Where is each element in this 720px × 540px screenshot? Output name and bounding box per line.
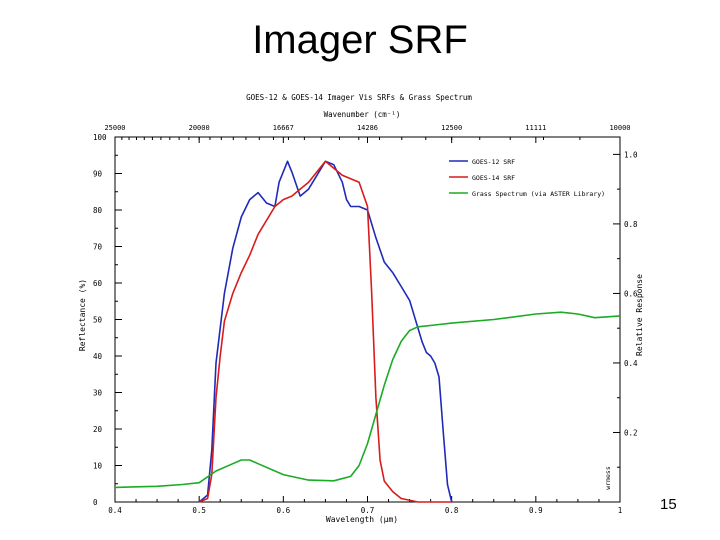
right-tick-label: 1.0 <box>624 150 638 159</box>
legend-label: GOES-12 SRF <box>472 158 515 166</box>
left-tick-label: 60 <box>93 279 103 288</box>
legend-label: GOES-14 SRF <box>472 174 515 182</box>
left-tick-label: 50 <box>93 316 103 325</box>
chart-title: GOES-12 & GOES-14 Imager Vis SRFs & Gras… <box>246 93 472 102</box>
x-tick-label: 0.6 <box>277 506 291 515</box>
x-tick-label: 0.7 <box>361 506 375 515</box>
legend: GOES-12 SRF GOES-14 SRF Grass Spectrum (vi… <box>449 158 605 198</box>
slide-title: Imager SRF <box>252 18 468 62</box>
series-line-grass-spectrum-via-aster-library <box>114 311 621 489</box>
top-tick-label: 20000 <box>189 124 210 132</box>
left-tick-label: 80 <box>93 206 103 215</box>
x-tick-label: 0.9 <box>529 506 543 515</box>
top-axis-label: Wavenumber (cm⁻¹) <box>324 110 401 119</box>
left-tick-label: 90 <box>93 170 103 179</box>
y-axis-label-right: Relative Response <box>635 274 644 356</box>
top-tick-label: 25000 <box>104 124 125 132</box>
right-tick-label: 0.2 <box>624 428 638 437</box>
left-tick-label: 20 <box>93 425 103 434</box>
x-axis-label: Wavelength (μm) <box>326 515 398 524</box>
x-tick-label: 0.4 <box>108 506 122 515</box>
top-tick-label: 14286 <box>357 124 378 132</box>
x-tick-label: 0.5 <box>192 506 206 515</box>
page-number: 15 <box>660 496 677 513</box>
series-lines <box>114 160 621 503</box>
left-tick-label: 70 <box>93 243 103 252</box>
left-tick-label: 30 <box>93 389 103 398</box>
legend-label: Grass Spectrum (via ASTER Library) <box>472 190 605 198</box>
left-tick-label: 10 <box>93 462 103 471</box>
corner-note: wrmess <box>604 466 612 490</box>
right-tick-label: 0.6 <box>624 289 638 298</box>
right-tick-label: 0.8 <box>624 220 638 229</box>
y-axis-label-left: Reflectance (%) <box>78 279 87 351</box>
right-tick-label: 0.4 <box>624 359 638 368</box>
left-tick-label: 40 <box>93 352 103 361</box>
series-line-goes-12-srf <box>198 160 453 503</box>
x-tick-label: 1 <box>618 506 623 515</box>
top-tick-label: 10000 <box>609 124 630 132</box>
top-tick-label: 16667 <box>273 124 294 132</box>
left-tick-label: 100 <box>93 133 107 142</box>
top-tick-label: 11111 <box>525 124 546 132</box>
top-tick-label: 12500 <box>441 124 462 132</box>
left-tick-label: 0 <box>93 498 98 507</box>
x-tick-label: 0.8 <box>445 506 459 515</box>
series-line-goes-14-srf <box>198 160 452 503</box>
